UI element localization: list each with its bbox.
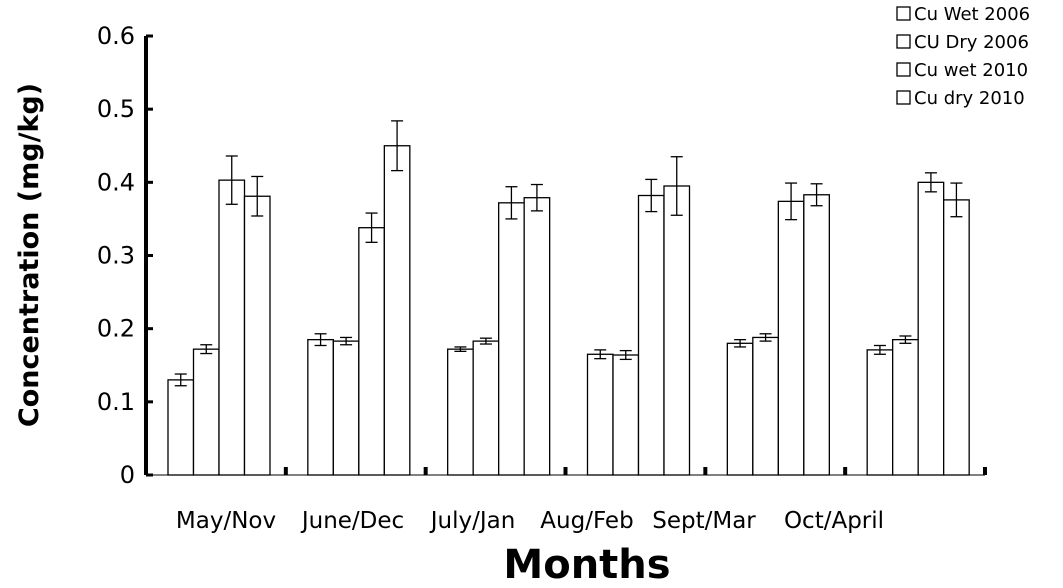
category-label: Oct/April bbox=[784, 508, 884, 534]
error-bar bbox=[505, 186, 518, 220]
bar bbox=[803, 194, 830, 476]
bar bbox=[307, 338, 334, 476]
bar bbox=[243, 195, 271, 476]
y-tick-label: 0.4 bbox=[97, 168, 135, 196]
bar bbox=[777, 200, 805, 476]
legend-label: CU Dry 2006 bbox=[914, 32, 1029, 53]
bar bbox=[726, 342, 754, 476]
error-bar bbox=[479, 337, 492, 345]
category-label: Aug/Feb bbox=[540, 508, 633, 534]
y-tick-label: 0.6 bbox=[97, 22, 135, 50]
error-bar bbox=[340, 336, 353, 346]
error-bar bbox=[924, 172, 937, 193]
y-tick-label: 0.3 bbox=[97, 242, 135, 270]
y-axis-ticks: 0 0.1 0.2 0.3 0.4 0.5 0.6 bbox=[97, 22, 153, 489]
bar bbox=[917, 181, 945, 476]
error-bar bbox=[873, 344, 886, 355]
bar bbox=[752, 336, 779, 476]
bar bbox=[472, 340, 500, 476]
y-tick-label: 0.1 bbox=[97, 388, 135, 416]
error-bar bbox=[454, 346, 467, 352]
error-bar bbox=[391, 120, 404, 172]
legend-label: Cu dry 2010 bbox=[914, 88, 1025, 109]
legend-label: Cu Wet 2006 bbox=[914, 4, 1030, 25]
bars bbox=[167, 145, 970, 476]
bar bbox=[358, 227, 385, 476]
bar bbox=[383, 145, 411, 476]
legend-swatch bbox=[896, 90, 911, 105]
error-bar bbox=[810, 183, 823, 207]
bar bbox=[498, 202, 525, 476]
bar bbox=[663, 185, 691, 476]
category-label: May/Nov bbox=[176, 508, 276, 534]
error-bar bbox=[314, 333, 327, 347]
error-bar bbox=[619, 349, 632, 361]
bar bbox=[332, 340, 360, 476]
error-bar bbox=[899, 335, 912, 344]
bar bbox=[218, 179, 246, 476]
error-bar bbox=[785, 182, 798, 221]
y-axis-label: Concentration (mg/kg) bbox=[14, 83, 45, 427]
legend-label: Cu wet 2010 bbox=[914, 60, 1028, 81]
bar bbox=[637, 194, 665, 476]
category-label: Sept/Mar bbox=[652, 508, 756, 534]
error-bar bbox=[200, 344, 213, 355]
error-bars bbox=[174, 120, 963, 387]
error-bar bbox=[225, 155, 238, 205]
legend: Cu Wet 2006 CU Dry 2006 Cu wet 2010 Cu dry … bbox=[896, 4, 1030, 109]
legend-swatch bbox=[896, 6, 911, 21]
category-label: June/Dec bbox=[300, 508, 404, 534]
error-bar bbox=[950, 182, 963, 218]
axes bbox=[144, 36, 987, 476]
error-bar bbox=[670, 156, 683, 216]
y-tick-label: 0 bbox=[120, 461, 135, 489]
bar bbox=[943, 199, 970, 476]
error-bar bbox=[251, 175, 264, 217]
category-labels: May/Nov June/Dec July/Jan Aug/Feb Sept/Mar Oc… bbox=[176, 508, 884, 534]
error-bar bbox=[174, 373, 187, 387]
bar bbox=[892, 338, 919, 476]
category-label: July/Jan bbox=[429, 508, 516, 534]
bar bbox=[523, 197, 551, 476]
bar bbox=[586, 353, 614, 476]
error-bar bbox=[530, 183, 543, 212]
error-bar bbox=[734, 338, 747, 348]
bar bbox=[612, 354, 640, 476]
bar bbox=[866, 349, 894, 476]
x-axis-label: Months bbox=[503, 542, 670, 588]
error-bar bbox=[645, 178, 658, 213]
y-tick-label: 0.5 bbox=[97, 95, 135, 123]
bar bbox=[447, 348, 474, 476]
legend-swatch bbox=[896, 34, 911, 49]
bar bbox=[192, 348, 220, 476]
y-tick-label: 0.2 bbox=[97, 315, 135, 343]
error-bar bbox=[365, 212, 378, 243]
legend-swatch bbox=[896, 62, 911, 77]
bar bbox=[167, 379, 195, 476]
error-bar bbox=[759, 333, 772, 342]
error-bar bbox=[594, 349, 607, 360]
